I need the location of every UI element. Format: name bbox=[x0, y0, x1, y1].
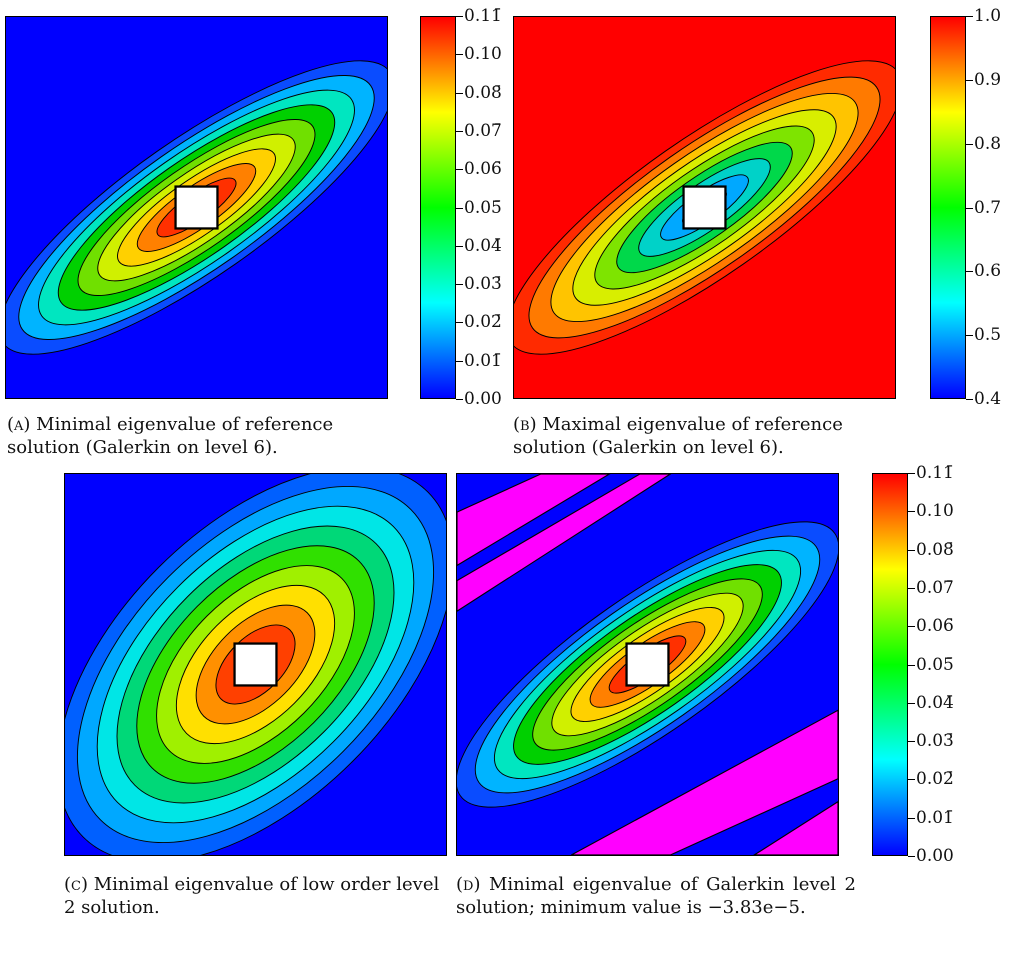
caption-a-text: Minimal eigenvalue of reference solution… bbox=[7, 414, 334, 458]
colorbar-tick-label: 0.06̄ bbox=[916, 616, 954, 636]
colorbar-tick-label: 0.05̄ bbox=[464, 198, 502, 218]
caption-b: (b) Maximal eigenvalue of reference solu… bbox=[513, 413, 908, 459]
colorbar-tick-label: 0.05̄ bbox=[916, 655, 954, 675]
colorbar-tick-label: 0.10 bbox=[916, 501, 954, 521]
heatmap-d-negative-region bbox=[457, 474, 672, 612]
colorbar-tick-label: 0.02̄ bbox=[916, 769, 954, 789]
colorbar-tick-mark bbox=[908, 550, 915, 551]
caption-a: (a) Minimal eigenvalue of reference solu… bbox=[7, 413, 402, 459]
caption-c: (c) Minimal eigenvalue of low order leve… bbox=[64, 873, 454, 919]
colorbar-tick-mark bbox=[908, 626, 915, 627]
caption-c-text: Minimal eigenvalue of low order level 2 … bbox=[64, 874, 440, 918]
colorbar-tick-mark bbox=[908, 779, 915, 780]
colorbar-tick-mark bbox=[966, 16, 973, 17]
colorbar-tick-mark bbox=[966, 80, 973, 81]
heatmap-b bbox=[514, 17, 895, 398]
colorbar-tick-mark bbox=[456, 399, 463, 400]
colorbar-tick-label: 0.11̄ bbox=[464, 6, 502, 26]
plot-c bbox=[64, 473, 447, 856]
colorbar-tick-label: 0.5 bbox=[974, 325, 1002, 345]
colorbar-tick-mark bbox=[456, 361, 463, 362]
colorbar-tick-mark bbox=[966, 208, 973, 209]
colorbar-tick-mark bbox=[456, 131, 463, 132]
colorbar-tick-label: 0.00 bbox=[464, 389, 502, 409]
colorbar-tick-mark bbox=[908, 511, 915, 512]
colorbar-b bbox=[930, 16, 966, 399]
colorbar-tick-mark bbox=[966, 144, 973, 145]
heatmap-b-hole bbox=[682, 185, 727, 230]
caption-c-label: (c) bbox=[64, 874, 88, 895]
caption-d-label: (d) bbox=[456, 874, 481, 895]
colorbar-tick-label: 0.08̄ bbox=[916, 540, 954, 560]
heatmap-a-hole bbox=[174, 185, 219, 230]
plot-d bbox=[456, 473, 839, 856]
colorbar-tick-label: 0.04̄ bbox=[916, 693, 954, 713]
heatmap-d-hole bbox=[625, 642, 670, 687]
colorbar-tick-mark bbox=[908, 741, 915, 742]
colorbar-tick-mark bbox=[456, 169, 463, 170]
colorbar-tick-label: 0.03̄ bbox=[464, 274, 502, 294]
colorbar-tick-label: 0.4 bbox=[974, 389, 1002, 409]
colorbar-tick-mark bbox=[456, 93, 463, 94]
colorbar-tick-label: 0.01̄ bbox=[916, 808, 954, 828]
heatmap-d bbox=[457, 474, 838, 855]
colorbar-tick-label: 0.11̄ bbox=[916, 463, 954, 483]
colorbar-tick-mark bbox=[908, 703, 915, 704]
colorbar-tick-label: 0.06̄ bbox=[464, 159, 502, 179]
colorbar-tick-mark bbox=[456, 16, 463, 17]
colorbar-tick-mark bbox=[908, 856, 915, 857]
colorbar-tick-mark bbox=[456, 322, 463, 323]
colorbar-tick-label: 0.9 bbox=[974, 70, 1002, 90]
caption-d: (d) Minimal eigenvalue of Galerkin level… bbox=[456, 873, 856, 919]
colorbar-tick-mark bbox=[966, 271, 973, 272]
colorbar-tick-label: 0.03̄ bbox=[916, 731, 954, 751]
colorbar-tick-label: 0.01̄ bbox=[464, 351, 502, 371]
caption-b-text: Maximal eigenvalue of reference solution… bbox=[513, 414, 843, 458]
colorbar-tick-mark bbox=[966, 399, 973, 400]
colorbar-tick-label: 0.02̄ bbox=[464, 312, 502, 332]
caption-d-text: Minimal eigenvalue of Galerkin level 2 s… bbox=[456, 874, 856, 918]
colorbar-tick-label: 0.7 bbox=[974, 198, 1002, 218]
heatmap-c-hole bbox=[233, 642, 278, 687]
heatmap-a bbox=[6, 17, 387, 398]
colorbar-tick-label: 0.00 bbox=[916, 846, 954, 866]
plot-b bbox=[513, 16, 896, 399]
colorbar-tick-label: 1.0 bbox=[974, 6, 1002, 26]
caption-b-label: (b) bbox=[513, 414, 537, 435]
colorbar-tick-label: 0.6 bbox=[974, 261, 1002, 281]
colorbar-tick-mark bbox=[966, 335, 973, 336]
colorbar-tick-label: 0.8 bbox=[974, 134, 1002, 154]
colorbar-d bbox=[872, 473, 908, 856]
colorbar-tick-mark bbox=[908, 818, 915, 819]
colorbar-a bbox=[420, 16, 456, 399]
colorbar-tick-mark bbox=[456, 284, 463, 285]
caption-a-label: (a) bbox=[7, 414, 31, 435]
heatmap-d-negative-region bbox=[753, 800, 838, 855]
plot-a bbox=[5, 16, 388, 399]
colorbar-tick-mark bbox=[456, 54, 463, 55]
colorbar-tick-mark bbox=[908, 473, 915, 474]
colorbar-tick-label: 0.07̄ bbox=[464, 121, 502, 141]
colorbar-tick-mark bbox=[456, 208, 463, 209]
heatmap-d-negative-region bbox=[571, 709, 838, 855]
colorbar-tick-label: 0.04̄ bbox=[464, 236, 502, 256]
colorbar-tick-label: 0.07̄ bbox=[916, 578, 954, 598]
heatmap-c bbox=[65, 474, 446, 855]
colorbar-tick-label: 0.10 bbox=[464, 44, 502, 64]
colorbar-tick-mark bbox=[908, 588, 915, 589]
colorbar-tick-mark bbox=[456, 246, 463, 247]
colorbar-tick-mark bbox=[908, 665, 915, 666]
colorbar-tick-label: 0.08̄ bbox=[464, 83, 502, 103]
heatmap-d-negative-region bbox=[457, 474, 611, 567]
